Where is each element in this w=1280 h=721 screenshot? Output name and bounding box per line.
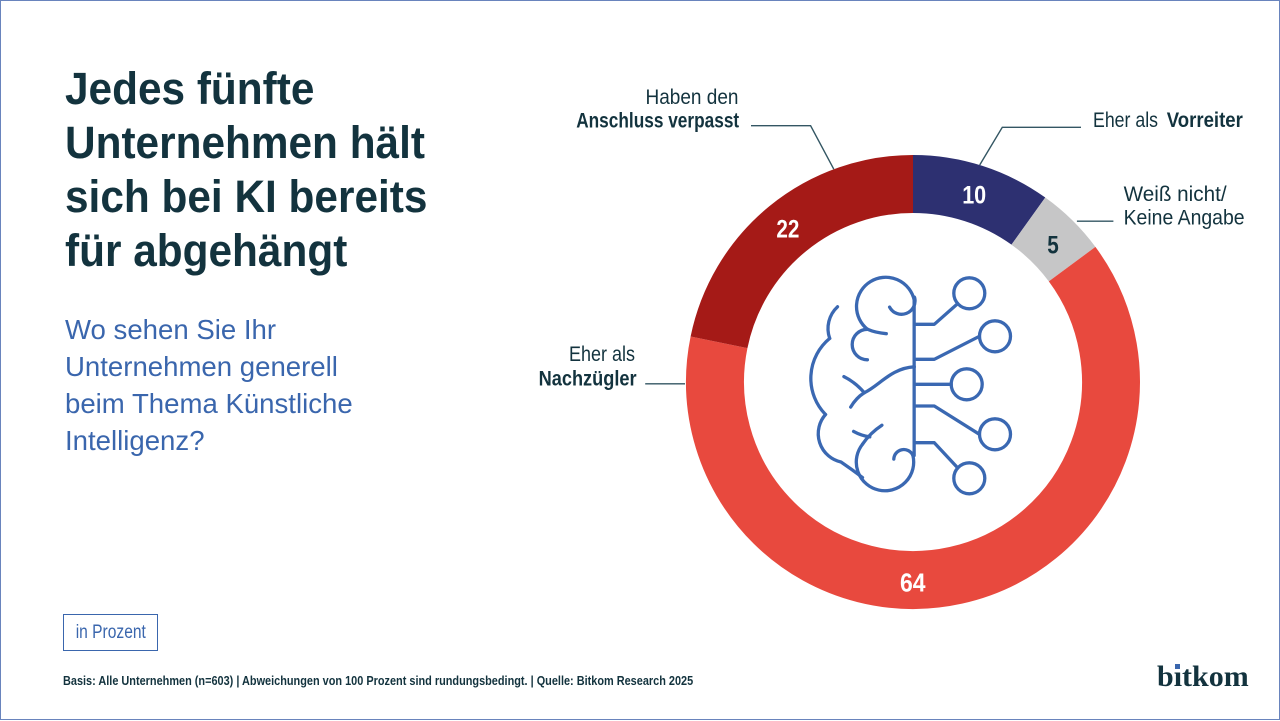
svg-text:Anschluss verpasst: Anschluss verpasst	[576, 109, 739, 132]
svg-text:10: 10	[962, 181, 986, 209]
svg-text:Nachzügler: Nachzügler	[539, 368, 637, 391]
svg-text:Eher als: Eher als	[569, 343, 635, 366]
svg-text:Haben den: Haben den	[646, 86, 739, 109]
svg-text:Eher als: Eher als	[1093, 109, 1158, 132]
svg-text:Weiß nicht/: Weiß nicht/	[1124, 183, 1227, 206]
svg-text:64: 64	[900, 568, 926, 598]
svg-text:Vorreiter: Vorreiter	[1167, 109, 1243, 132]
svg-text:22: 22	[776, 215, 799, 243]
svg-text:5: 5	[1047, 232, 1059, 260]
svg-text:Keine Angabe: Keine Angabe	[1124, 206, 1245, 229]
